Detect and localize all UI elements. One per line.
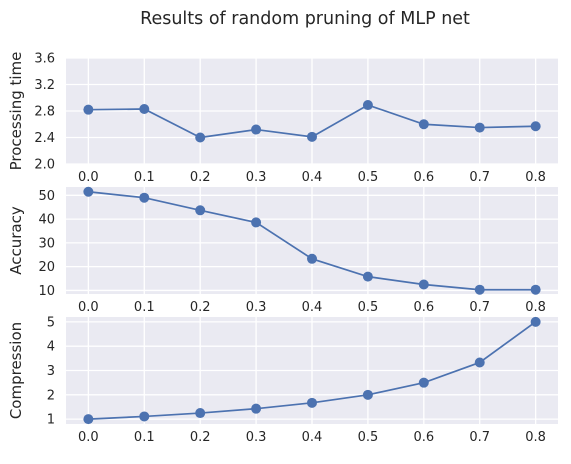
accuracy-data-point bbox=[474, 284, 485, 295]
accuracy-data-point bbox=[307, 253, 317, 264]
processing-time-x-tick-label: 0.3 bbox=[246, 170, 267, 185]
processing-time-y-tick-label: 2.0 bbox=[34, 158, 55, 173]
compression-y-tick-label: 2 bbox=[47, 388, 55, 403]
compression-y-axis-label: Compression bbox=[7, 322, 25, 419]
processing-time-x-tick-label: 0.7 bbox=[469, 170, 490, 185]
accuracy-y-axis-label: Accuracy bbox=[7, 206, 25, 275]
accuracy-data-point bbox=[83, 186, 94, 197]
processing-time-data-point bbox=[251, 124, 262, 135]
accuracy-y-tick-label: 10 bbox=[38, 284, 55, 299]
compression-x-tick-label: 0.5 bbox=[358, 430, 379, 445]
accuracy-x-tick-label: 0.4 bbox=[302, 300, 323, 315]
compression-data-point bbox=[474, 357, 485, 368]
accuracy-x-tick-label: 0.0 bbox=[78, 300, 99, 315]
accuracy-y-tick-label: 50 bbox=[38, 189, 55, 204]
compression-x-tick-label: 0.6 bbox=[413, 430, 434, 445]
accuracy-data-point bbox=[418, 279, 429, 290]
compression-data-point bbox=[195, 408, 206, 419]
compression-data-point bbox=[362, 389, 373, 400]
compression-data-point bbox=[530, 316, 541, 327]
compression-data-point bbox=[251, 403, 262, 414]
processing-time-data-point bbox=[307, 131, 317, 142]
compression-x-tick-label: 0.7 bbox=[469, 430, 490, 445]
compression-x-tick-label: 0.0 bbox=[78, 430, 99, 445]
processing-time-y-tick-label: 3.2 bbox=[34, 78, 55, 93]
processing-time-data-point bbox=[530, 121, 541, 132]
compression-x-tick-label: 0.8 bbox=[525, 430, 546, 445]
compression-data-point bbox=[307, 397, 317, 408]
compression-data-point bbox=[139, 411, 150, 422]
accuracy-x-tick-label: 0.8 bbox=[525, 300, 546, 315]
accuracy-x-tick-label: 0.7 bbox=[469, 300, 490, 315]
compression-x-tick-label: 0.2 bbox=[190, 430, 211, 445]
processing-time-x-tick-label: 0.4 bbox=[302, 170, 323, 185]
processing-time-data-point bbox=[195, 132, 206, 143]
compression-y-tick-label: 3 bbox=[47, 364, 55, 379]
processing-time-data-point bbox=[139, 104, 150, 115]
accuracy-x-tick-label: 0.2 bbox=[190, 300, 211, 315]
processing-time-data-point bbox=[418, 119, 429, 130]
compression-y-tick-label: 1 bbox=[47, 413, 55, 428]
processing-time-y-tick-label: 3.6 bbox=[34, 52, 55, 67]
accuracy-x-tick-label: 0.5 bbox=[358, 300, 379, 315]
accuracy-data-point bbox=[251, 217, 262, 228]
processing-time-data-point bbox=[474, 122, 485, 133]
processing-time-x-tick-label: 0.8 bbox=[525, 170, 546, 185]
accuracy-y-tick-label: 40 bbox=[38, 213, 55, 228]
compression-y-tick-label: 4 bbox=[47, 340, 55, 355]
figure-title: Results of random pruning of MLP net bbox=[140, 9, 470, 29]
processing-time-x-tick-label: 0.6 bbox=[413, 170, 434, 185]
panel-processing-time: 0.0 0.1 0.2 0.3 0.4 0.5 0.6 0.7 0.8 2.0 2.4 2.8 3.2 3… bbox=[7, 52, 558, 185]
compression-x-tick-label: 0.1 bbox=[134, 430, 155, 445]
compression-data-point bbox=[418, 377, 429, 388]
processing-time-data-point bbox=[83, 104, 94, 115]
accuracy-x-tick-label: 0.1 bbox=[134, 300, 155, 315]
processing-time-y-tick-label: 2.4 bbox=[34, 131, 55, 146]
processing-time-y-tick-label: 2.8 bbox=[34, 105, 55, 120]
accuracy-data-point bbox=[195, 205, 206, 216]
panel-compression: 0.0 0.1 0.2 0.3 0.4 0.5 0.6 0.7 0.8 1 2 3 4 5 Compress… bbox=[7, 315, 558, 445]
accuracy-x-tick-label: 0.3 bbox=[246, 300, 267, 315]
panel-accuracy: 0.0 0.1 0.2 0.3 0.4 0.5 0.6 0.7 0.8 10 20 30 40 50 Acc… bbox=[7, 186, 558, 315]
compression-data-point bbox=[83, 414, 94, 425]
accuracy-y-tick-label: 30 bbox=[38, 236, 55, 251]
processing-time-data-point bbox=[362, 100, 373, 111]
accuracy-y-tick-label: 20 bbox=[38, 260, 55, 275]
compression-x-tick-label: 0.4 bbox=[302, 430, 323, 445]
processing-time-x-tick-label: 0.0 bbox=[78, 170, 99, 185]
compression-x-tick-label: 0.3 bbox=[246, 430, 267, 445]
compression-y-tick-label: 5 bbox=[47, 315, 55, 330]
processing-time-x-tick-label: 0.5 bbox=[358, 170, 379, 185]
processing-time-x-tick-label: 0.2 bbox=[190, 170, 211, 185]
accuracy-data-point bbox=[530, 284, 541, 295]
accuracy-data-point bbox=[362, 271, 373, 282]
accuracy-x-tick-label: 0.6 bbox=[413, 300, 434, 315]
processing-time-y-axis-label: Processing time bbox=[7, 52, 25, 171]
accuracy-data-point bbox=[139, 192, 150, 203]
processing-time-x-tick-label: 0.1 bbox=[134, 170, 155, 185]
